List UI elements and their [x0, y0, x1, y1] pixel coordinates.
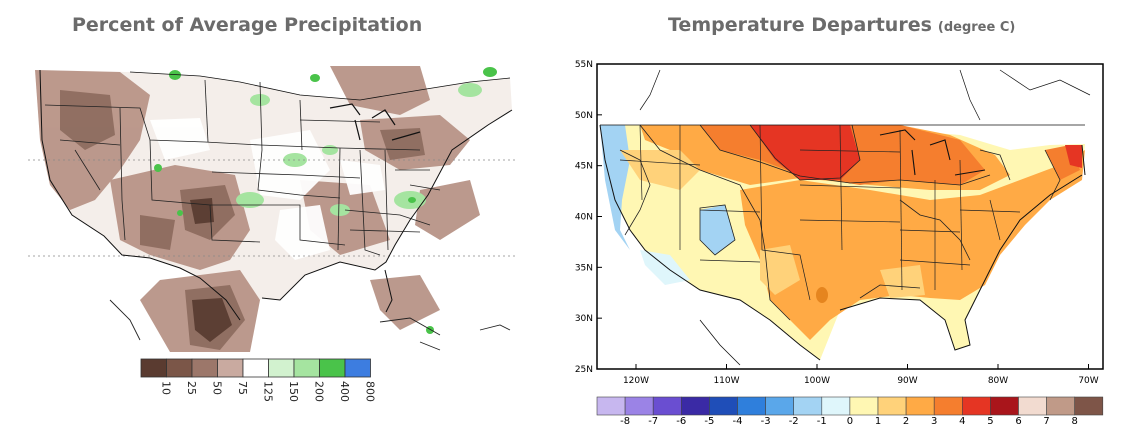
lat-label: 40N: [575, 213, 593, 223]
lon-label: 70W: [1078, 376, 1098, 386]
precip-legend-label: 800: [364, 381, 377, 402]
lat-label: 35N: [575, 263, 593, 273]
precip-legend-label: 25: [185, 381, 198, 395]
temp-legend-label: 4: [959, 416, 965, 427]
temp-legend-label: -2: [789, 416, 799, 427]
lat-label: 30N: [575, 314, 593, 324]
temp-legend: -8 -7 -6 -5 -4 -3 -2 -1 0 1 2 3 4 5 6 7 8: [596, 396, 1104, 427]
lon-label: 80W: [988, 376, 1008, 386]
temp-legend-label: -7: [648, 416, 658, 427]
temp-legend-swatch: [933, 396, 963, 416]
precip-legend-label: 125: [262, 381, 275, 402]
temp-legend-swatch: [1018, 396, 1047, 416]
temp-legend-swatch: [652, 396, 682, 416]
temp-legend-label: 1: [875, 416, 881, 427]
lat-label: 55N: [575, 60, 593, 70]
precip-legend-swatch: [140, 358, 167, 378]
temp-legend-label: 7: [1043, 416, 1049, 427]
precip-legend-label: 10: [160, 381, 173, 395]
precip-legend-label: 50: [211, 381, 224, 395]
temp-legend-label: 2: [903, 416, 909, 427]
lat-label: 45N: [575, 162, 593, 172]
temp-legend-label: 8: [1072, 416, 1078, 427]
precip-legend-swatch: [217, 358, 244, 378]
lat-label: 50N: [575, 111, 593, 121]
temp-legend-label: 3: [931, 416, 937, 427]
lon-label: 120W: [623, 376, 649, 386]
temp-map: 55N 50N 45N 40N 35N 30N 25N 120W 110W 100W 90W 80W…: [575, 60, 1104, 386]
temp-legend-label: -5: [704, 416, 714, 427]
temp-legend-swatch: [821, 396, 851, 416]
temp-map-title-main: Temperature Departures: [668, 14, 932, 36]
temp-legend-label: 6: [1015, 416, 1021, 427]
precip-legend-label: 150: [287, 381, 300, 402]
temp-legend-swatch: [1046, 396, 1075, 416]
precip-legend-swatch: [268, 358, 295, 378]
precip-legend-label: 200: [313, 381, 326, 402]
temp-legend-swatch: [737, 396, 766, 416]
precip-legend-swatch: [319, 358, 346, 378]
precip-legend-swatch: [242, 358, 269, 378]
temp-legend-label: -1: [817, 416, 827, 427]
temp-legend-swatch: [877, 396, 907, 416]
lat-label: 25N: [575, 365, 593, 375]
temp-legend-swatch: [765, 396, 794, 416]
temp-legend-swatch: [709, 396, 738, 416]
temp-legend-swatch: [1074, 396, 1104, 416]
temp-legend-swatch: [680, 396, 710, 416]
temp-legend-swatch: [793, 396, 823, 416]
temp-map-units: (degree C): [937, 20, 1016, 35]
temp-legend-swatch: [849, 396, 879, 416]
precip-legend-swatch: [293, 358, 320, 378]
precip-map-title: Percent of Average Precipitation: [72, 14, 423, 36]
precip-map: [28, 63, 518, 355]
temp-legend-swatch: [990, 396, 1019, 416]
temp-legend-label: -3: [761, 416, 771, 427]
precip-legend-label: 75: [236, 381, 249, 395]
temp-legend-swatch: [961, 396, 991, 416]
precip-legend-swatch: [344, 358, 371, 378]
precip-legend-label: 400: [338, 381, 351, 402]
temp-map-title: Temperature Departures (degree C): [668, 14, 1015, 36]
precip-legend-swatch: [191, 358, 218, 378]
lon-label: 100W: [804, 376, 830, 386]
temp-legend-swatch: [905, 396, 935, 416]
temp-legend-label: -6: [676, 416, 686, 427]
lon-label: 90W: [897, 376, 917, 386]
temp-legend-swatch: [624, 396, 654, 416]
precip-legend: 10 25 50 75 125 150 200 400 800: [140, 358, 377, 402]
temp-legend-label: 5: [987, 416, 993, 427]
precip-legend-swatch: [166, 358, 193, 378]
temp-legend-label: 0: [847, 416, 853, 427]
temp-legend-label: -4: [733, 416, 743, 427]
lon-label: 110W: [713, 376, 739, 386]
temp-legend-label: -8: [620, 416, 630, 427]
temp-legend-swatch: [596, 396, 626, 416]
